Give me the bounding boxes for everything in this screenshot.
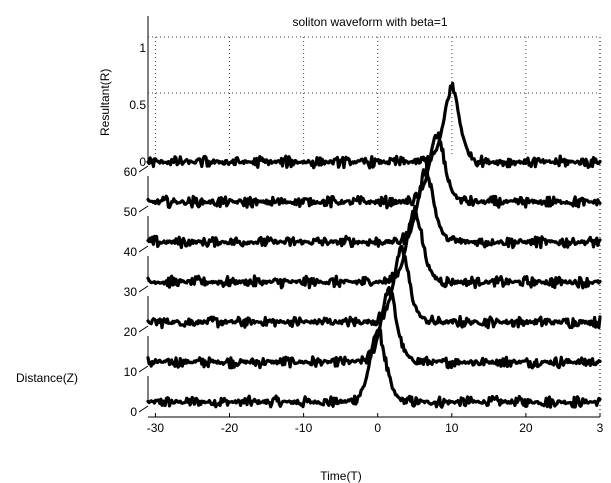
resultant-tick-label: 1 [139, 41, 146, 55]
series-line-z60 [146, 81, 602, 170]
distance-tick-mark [138, 405, 149, 413]
top-panel-grid [148, 36, 601, 154]
series-line-z50 [146, 131, 602, 210]
z-axis-label: Resultant(R) [98, 69, 112, 136]
distance-tick-mark [138, 285, 149, 293]
x-tick-label: 20 [519, 421, 533, 435]
x-tick-label: 0 [374, 421, 381, 435]
series-line-z10 [146, 285, 602, 370]
distance-tick-label: 20 [124, 325, 138, 339]
x-tick-label: 3 [597, 421, 604, 435]
series-line-z40 [146, 164, 602, 250]
distance-tick-label: 60 [124, 165, 138, 179]
distance-tick-mark [138, 165, 149, 173]
distance-tick-mark [138, 325, 149, 333]
chart-title: soliton waveform with beta=1 [292, 15, 447, 29]
x-tick-label: 10 [445, 421, 459, 435]
distance-tick-label: 40 [124, 245, 138, 259]
waveform-series [146, 81, 602, 409]
y-axis-label: Distance(Z) [16, 371, 78, 385]
distance-tick-label: 50 [124, 205, 138, 219]
series-line-z20 [146, 245, 602, 330]
resultant-tick-label: 0 [139, 155, 146, 169]
distance-tick-label: 10 [124, 365, 138, 379]
x-axis-label: Time(T) [320, 469, 362, 483]
distance-tick-label: 0 [130, 405, 137, 419]
distance-tick-mark [138, 245, 149, 253]
x-tick-label: -30 [147, 421, 165, 435]
resultant-tick-label: 0.5 [129, 98, 146, 112]
series-line-z30 [146, 205, 602, 290]
distance-tick-label: 30 [124, 285, 138, 299]
distance-tick-mark [138, 365, 149, 373]
series-line-z0 [146, 326, 602, 409]
distance-tick-mark [138, 205, 149, 213]
x-tick-label: -20 [221, 421, 239, 435]
x-tick-label: -10 [295, 421, 313, 435]
